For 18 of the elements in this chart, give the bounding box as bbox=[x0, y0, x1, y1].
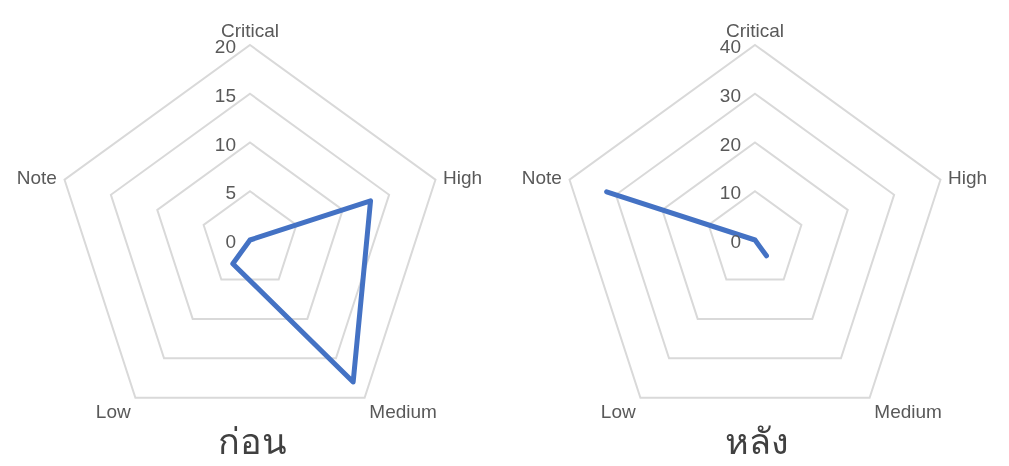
y-tick-label: 30 bbox=[719, 84, 741, 106]
y-tick-label: 15 bbox=[214, 84, 236, 106]
text: หลัง bbox=[724, 420, 790, 464]
y-tick-label: 0 bbox=[225, 231, 236, 252]
spoke-label: Note bbox=[521, 167, 562, 189]
spoke-label: High bbox=[443, 167, 483, 189]
y-tick-label: 10 bbox=[214, 133, 236, 155]
spoke-label: Medium bbox=[369, 400, 437, 422]
text: ก่อน bbox=[216, 420, 288, 464]
y-tick-label: 0 bbox=[730, 231, 741, 252]
spoke-label: High bbox=[948, 167, 988, 189]
spoke-label: Medium bbox=[874, 400, 942, 422]
spoke-label: Low bbox=[600, 400, 636, 422]
y-tick-label: 5 bbox=[225, 182, 236, 204]
spoke-label: Note bbox=[16, 167, 57, 189]
spoke-label: Low bbox=[95, 400, 131, 422]
y-tick-label: 20 bbox=[719, 133, 741, 155]
y-tick-label: 10 bbox=[719, 182, 741, 204]
